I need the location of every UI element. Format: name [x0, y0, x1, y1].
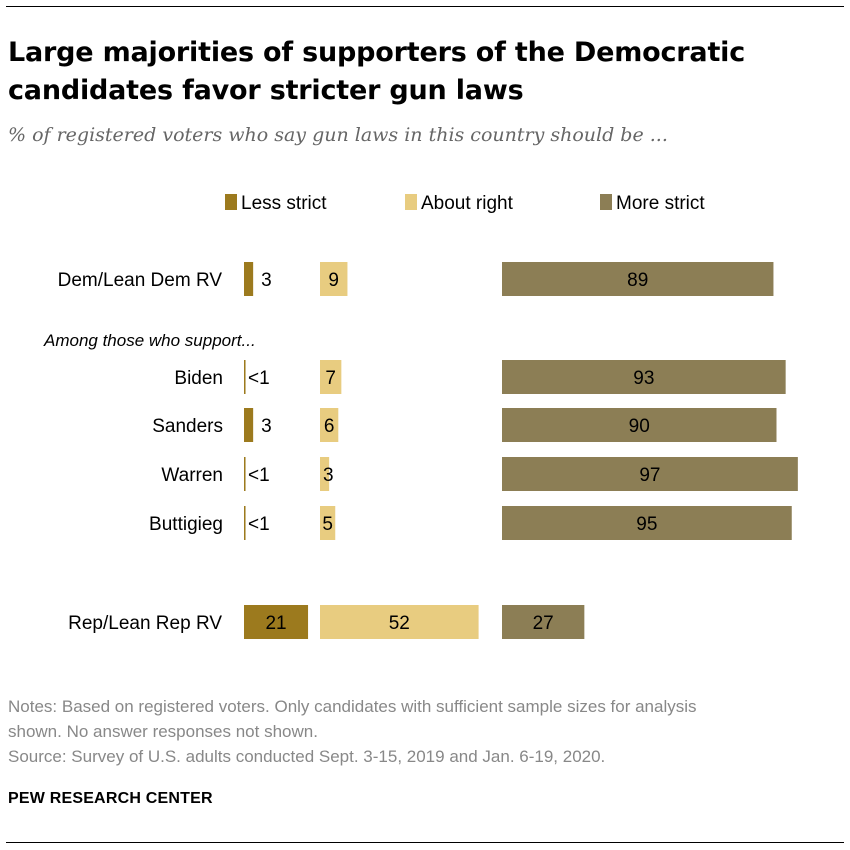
data-label-biden-less-strict: <1 — [248, 368, 270, 389]
data-label-rep-lean-rep-rv-more-strict: 27 — [533, 613, 554, 634]
brand-logo-text: PEW RESEARCH CENTER — [8, 790, 213, 807]
bar-buttigieg-about-right — [320, 506, 336, 540]
data-label-buttigieg-less-strict: <1 — [248, 514, 270, 535]
data-label-rep-lean-rep-rv-about-right: 52 — [389, 613, 410, 634]
bar-dem-lean-dem-rv-less-strict — [244, 262, 254, 296]
stacked-bar-chart: Less strict About right More strict Among t… — [43, 193, 798, 639]
bar-dem-lean-dem-rv-about-right — [320, 262, 348, 296]
data-label-sanders-more-strict: 90 — [629, 416, 650, 437]
notes-line-1: Notes: Based on registered voters. Only … — [8, 697, 697, 716]
bar-buttigieg-less-strict — [244, 506, 246, 540]
legend-label-less-strict: Less strict — [241, 193, 327, 214]
bar-sanders-more-strict — [502, 408, 777, 442]
row-label-biden: Biden — [174, 368, 223, 389]
row-label-buttigieg: Buttigieg — [149, 514, 223, 535]
group-label: Among those who support... — [43, 331, 256, 350]
legend-swatch-more-strict — [600, 194, 612, 210]
data-label-dem-lean-dem-rv-less-strict: 3 — [261, 270, 272, 291]
data-label-rep-lean-rep-rv-less-strict: 21 — [265, 613, 286, 634]
bar-warren-less-strict — [244, 457, 246, 491]
bar-biden-more-strict — [502, 360, 786, 394]
row-label-sanders: Sanders — [152, 416, 223, 437]
bar-rep-lean-rep-rv-less-strict — [244, 605, 309, 639]
chart-title: Large majorities of supporters of the De… — [8, 37, 746, 106]
data-label-warren-about-right: 3 — [323, 465, 334, 486]
bar-rep-lean-rep-rv-about-right — [320, 605, 479, 639]
data-label-buttigieg-more-strict: 95 — [636, 514, 657, 535]
bar-sanders-less-strict — [244, 408, 254, 442]
data-label-dem-lean-dem-rv-about-right: 9 — [328, 270, 339, 291]
row-label-warren: Warren — [161, 465, 223, 486]
data-label-dem-lean-dem-rv-more-strict: 89 — [627, 270, 648, 291]
data-label-warren-less-strict: <1 — [248, 465, 270, 486]
legend-label-about-right: About right — [421, 193, 514, 214]
bar-rep-lean-rep-rv-more-strict — [502, 605, 585, 639]
bar-sanders-about-right — [320, 408, 339, 442]
top-rule — [6, 6, 844, 7]
data-label-warren-more-strict: 97 — [639, 465, 660, 486]
bar-dem-lean-dem-rv-more-strict — [502, 262, 774, 296]
bar-warren-more-strict — [502, 457, 798, 491]
data-label-biden-more-strict: 93 — [633, 368, 654, 389]
chart-subtitle: % of registered voters who say gun laws … — [8, 124, 668, 146]
notes: Notes: Based on registered voters. Only … — [8, 694, 838, 769]
row-label-dem-lean-dem-rv: Dem/Lean Dem RV — [58, 270, 223, 291]
notes-line-2: shown. No answer responses not shown. — [8, 722, 318, 741]
bar-buttigieg-more-strict — [502, 506, 792, 540]
data-label-sanders-less-strict: 3 — [261, 416, 272, 437]
legend-swatch-about-right — [405, 194, 417, 210]
bottom-rule — [6, 842, 844, 843]
bar-warren-about-right — [320, 457, 330, 491]
legend-label-more-strict: More strict — [616, 193, 705, 214]
legend-swatch-less-strict — [225, 194, 237, 210]
data-label-biden-about-right: 7 — [325, 368, 336, 389]
data-label-sanders-about-right: 6 — [324, 416, 335, 437]
bar-biden-less-strict — [244, 360, 246, 394]
data-label-buttigieg-about-right: 5 — [322, 514, 333, 535]
row-label-rep-lean-rep-rv: Rep/Lean Rep RV — [68, 613, 222, 634]
source-line: Source: Survey of U.S. adults conducted … — [8, 747, 606, 766]
bar-biden-about-right — [320, 360, 342, 394]
